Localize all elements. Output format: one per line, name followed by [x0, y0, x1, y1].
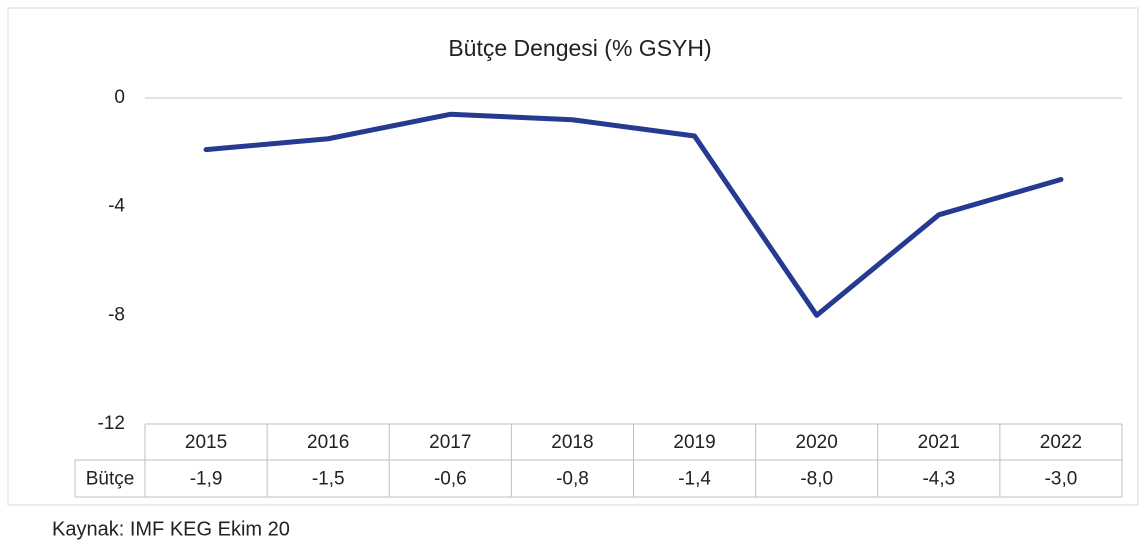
x-tick-label: 2017	[429, 432, 471, 453]
data-label: -4,3	[922, 469, 955, 490]
data-label: -1,4	[678, 469, 711, 490]
data-line	[203, 111, 1064, 318]
y-tick-label: -4	[108, 196, 125, 217]
y-tick-label: -8	[108, 304, 125, 325]
data-label: -0,6	[434, 469, 467, 490]
data-label: -1,9	[190, 469, 223, 490]
x-tick-label: 2015	[185, 432, 227, 453]
source-note: Kaynak: IMF KEG Ekim 20	[52, 518, 290, 540]
legend-label: Bütçe	[86, 469, 135, 490]
y-tick-label: -12	[98, 413, 125, 434]
x-tick-label: 2018	[551, 432, 593, 453]
chart-border	[7, 7, 1139, 506]
x-tick-label: 2016	[307, 432, 349, 453]
data-label: -0,8	[556, 469, 589, 490]
y-tick-label: 0	[114, 87, 125, 108]
data-label: -8,0	[800, 469, 833, 490]
x-tick-label: 2020	[796, 432, 838, 453]
x-tick-label: 2019	[673, 432, 715, 453]
data-label: -3,0	[1045, 469, 1078, 490]
x-tick-label: 2022	[1040, 432, 1082, 453]
x-tick-label: 2021	[918, 432, 960, 453]
data-label: -1,5	[312, 469, 345, 490]
chart-title: Bütçe Dengesi (% GSYH)	[448, 35, 711, 61]
